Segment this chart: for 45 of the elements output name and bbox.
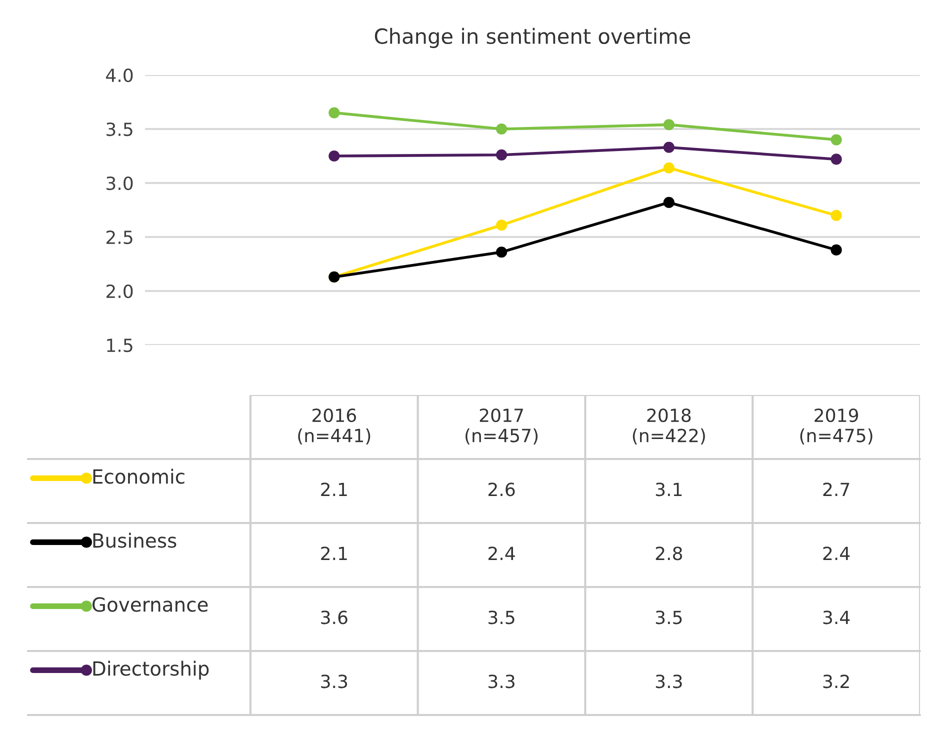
point <box>496 220 508 231</box>
data-label: 3.1 <box>656 482 682 496</box>
x-tick-label: 2016 (n=441) <box>298 408 370 444</box>
legend-label: Directorship <box>93 660 209 680</box>
data-label: 3.5 <box>488 610 514 624</box>
point <box>496 123 508 135</box>
data-label: 2.4 <box>823 546 850 560</box>
legend-label: Governance <box>92 597 208 612</box>
data-label: 2.8 <box>656 546 682 560</box>
data-label: 2.6 <box>488 482 515 496</box>
y-tick-label: 1.5 <box>107 338 132 352</box>
point <box>663 162 674 174</box>
x-tick-label: 2018 (n=422) <box>632 408 705 444</box>
y-tick-label: 3.5 <box>106 122 132 136</box>
data-label: 3.5 <box>656 610 682 624</box>
point <box>663 142 674 153</box>
x-tick-label: 2019 (n=475) <box>800 408 872 444</box>
data-label: 3.4 <box>823 610 850 624</box>
data-label: 2.1 <box>321 482 347 496</box>
data-label: 3.2 <box>823 674 849 688</box>
point <box>496 149 508 160</box>
y-tick-label: 2.5 <box>106 230 132 244</box>
data-label: 3.3 <box>656 674 682 688</box>
legend-label: Business <box>93 532 176 548</box>
point <box>663 119 674 130</box>
y-tick-label: 2.0 <box>106 284 133 298</box>
point <box>328 150 340 162</box>
y-tick-label: 4.0 <box>106 68 133 82</box>
data-label: 3.3 <box>321 674 348 688</box>
point <box>830 244 842 256</box>
point <box>663 196 674 208</box>
data-label: 2.1 <box>321 546 347 560</box>
point <box>830 154 842 165</box>
point <box>496 246 508 258</box>
y-tick-label: 3.0 <box>106 176 133 190</box>
data-label: 3.3 <box>488 674 514 688</box>
data-label: 2.7 <box>823 482 850 496</box>
data-label: 3.6 <box>321 610 348 624</box>
chart-title: Change in sentiment overtime <box>374 28 690 48</box>
data-label: 2.4 <box>488 546 515 560</box>
legend-label: Economic <box>93 468 184 484</box>
point <box>830 210 842 221</box>
point <box>830 134 842 146</box>
point <box>328 107 340 118</box>
x-tick-label: 2017 (n=457) <box>466 408 538 444</box>
